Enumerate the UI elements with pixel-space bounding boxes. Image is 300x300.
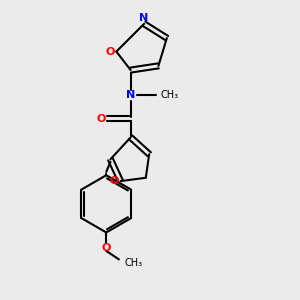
Text: CH₃: CH₃ xyxy=(125,258,143,268)
Text: O: O xyxy=(110,176,119,186)
Text: N: N xyxy=(140,13,149,23)
Text: O: O xyxy=(106,46,115,57)
Text: CH₃: CH₃ xyxy=(160,90,178,100)
Text: N: N xyxy=(126,90,135,100)
Text: O: O xyxy=(97,114,106,124)
Text: O: O xyxy=(102,243,111,253)
